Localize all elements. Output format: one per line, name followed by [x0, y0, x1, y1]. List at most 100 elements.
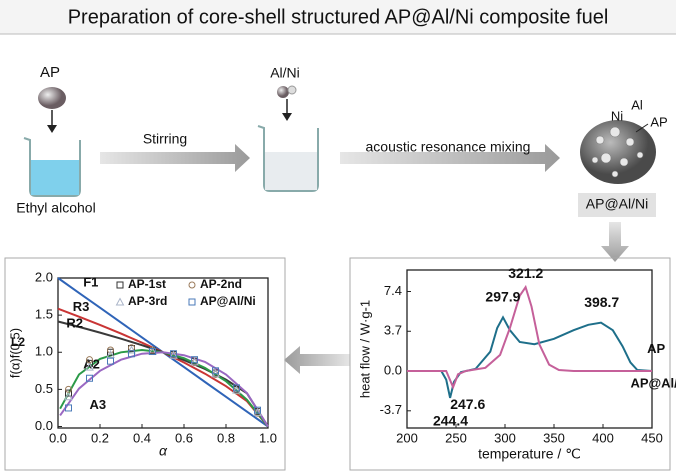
legend-label: AP-3rd — [128, 294, 167, 308]
point — [106, 349, 115, 358]
point — [65, 389, 72, 397]
series-label: AP — [647, 341, 665, 356]
x-tick-label: 0.0 — [49, 430, 67, 445]
solvent-label: Ethyl alcohol — [16, 200, 95, 216]
point — [253, 407, 262, 416]
series-label: R3 — [73, 299, 90, 314]
beaker — [257, 125, 319, 192]
reagent-label: Al/Ni — [270, 65, 300, 81]
panel — [4, 257, 286, 471]
point — [107, 357, 114, 365]
legend-label: AP-2nd — [200, 277, 242, 291]
drop-arrow-head — [47, 125, 57, 133]
process-arrow — [601, 222, 629, 262]
title: Preparation of core-shell structured AP@… — [68, 6, 609, 28]
x-tick-label: 350 — [543, 430, 565, 445]
ap-particle — [38, 87, 66, 109]
point — [212, 371, 219, 379]
x-tick-label: 250 — [445, 430, 467, 445]
series-label: AP@Al/Ni — [630, 375, 676, 390]
liquid — [31, 160, 79, 195]
annotation: 244.4 — [433, 412, 468, 428]
y-tick-label: 0.0 — [35, 418, 53, 433]
liquid — [265, 152, 317, 190]
y-tick-label: 3.7 — [384, 323, 402, 338]
plot-frame — [57, 277, 269, 429]
component-label: AP — [650, 114, 667, 129]
y-tick-label: 1.0 — [35, 344, 53, 359]
point — [190, 357, 199, 366]
annotation: 321.2 — [508, 265, 543, 281]
process-arrow — [284, 346, 350, 374]
particle-dots — [591, 126, 644, 178]
process-arrow — [340, 144, 560, 172]
point — [233, 384, 240, 392]
x-tick-label: 0.2 — [91, 430, 109, 445]
x-tick-label: 0.6 — [175, 430, 193, 445]
x-tick-label: 0.4 — [133, 430, 151, 445]
annotation: 398.7 — [584, 294, 619, 310]
y-axis-label: f(α)f(0.5) — [7, 328, 22, 378]
component-label: Ni — [611, 108, 623, 123]
y-axis-label: heat flow / W·g-1 — [357, 300, 372, 398]
beaker — [23, 137, 81, 197]
legend-marker — [116, 281, 124, 289]
y-tick-label: -3.7 — [380, 402, 402, 417]
point — [86, 359, 93, 367]
pointer — [635, 123, 649, 133]
annotation: L2 — [11, 335, 25, 349]
y-tick-label: 7.4 — [384, 283, 402, 298]
x-tick-label: 450 — [641, 430, 663, 445]
point — [107, 346, 114, 354]
x-tick-label: 400 — [592, 430, 614, 445]
legend-marker — [115, 297, 125, 306]
y-tick-label: 1.5 — [35, 307, 53, 322]
annotation: 247.6 — [450, 396, 485, 412]
legend-marker — [188, 298, 196, 306]
x-tick-label: 300 — [494, 430, 516, 445]
step-label: acoustic resonance mixing — [366, 139, 531, 155]
series-label: F1 — [83, 275, 98, 290]
x-tick-label: 0.8 — [217, 430, 235, 445]
particle — [287, 85, 297, 95]
series-label: A2 — [83, 356, 100, 371]
x-axis-label: α — [159, 443, 168, 459]
point — [86, 374, 93, 382]
point — [65, 404, 72, 412]
legend-label: AP@Al/Ni — [200, 294, 256, 308]
point — [64, 392, 73, 401]
particle — [277, 86, 289, 98]
series-line — [407, 284, 652, 390]
point — [127, 345, 136, 354]
y-tick-label: 0.5 — [35, 381, 53, 396]
y-tick-label: 2.0 — [35, 269, 53, 284]
step-label: Stirring — [143, 131, 187, 147]
series-label: R2 — [66, 315, 83, 330]
product-label: AP@Al/Ni — [586, 196, 648, 212]
legend-marker — [188, 281, 196, 289]
point — [232, 385, 241, 394]
plot-frame — [406, 269, 653, 429]
point — [128, 350, 135, 358]
legend-label: AP-1st — [128, 277, 166, 291]
point — [85, 362, 94, 371]
product-box — [578, 193, 656, 217]
x-tick-label: 1.0 — [259, 430, 277, 445]
point — [212, 367, 219, 375]
annotation: 297.9 — [485, 289, 520, 305]
point — [107, 348, 114, 356]
drop-arrow-head — [282, 113, 292, 121]
point — [170, 350, 177, 358]
component-label: Al — [631, 97, 643, 112]
x-tick-label: 200 — [396, 430, 418, 445]
title-band — [0, 0, 676, 34]
series-label: A3 — [90, 397, 107, 412]
y-tick-label: 0.0 — [384, 362, 402, 377]
point — [191, 356, 198, 364]
point — [254, 406, 261, 414]
x-axis-label: temperature / ℃ — [478, 446, 581, 462]
point — [169, 350, 178, 359]
point — [149, 348, 156, 356]
series-line — [407, 315, 653, 399]
